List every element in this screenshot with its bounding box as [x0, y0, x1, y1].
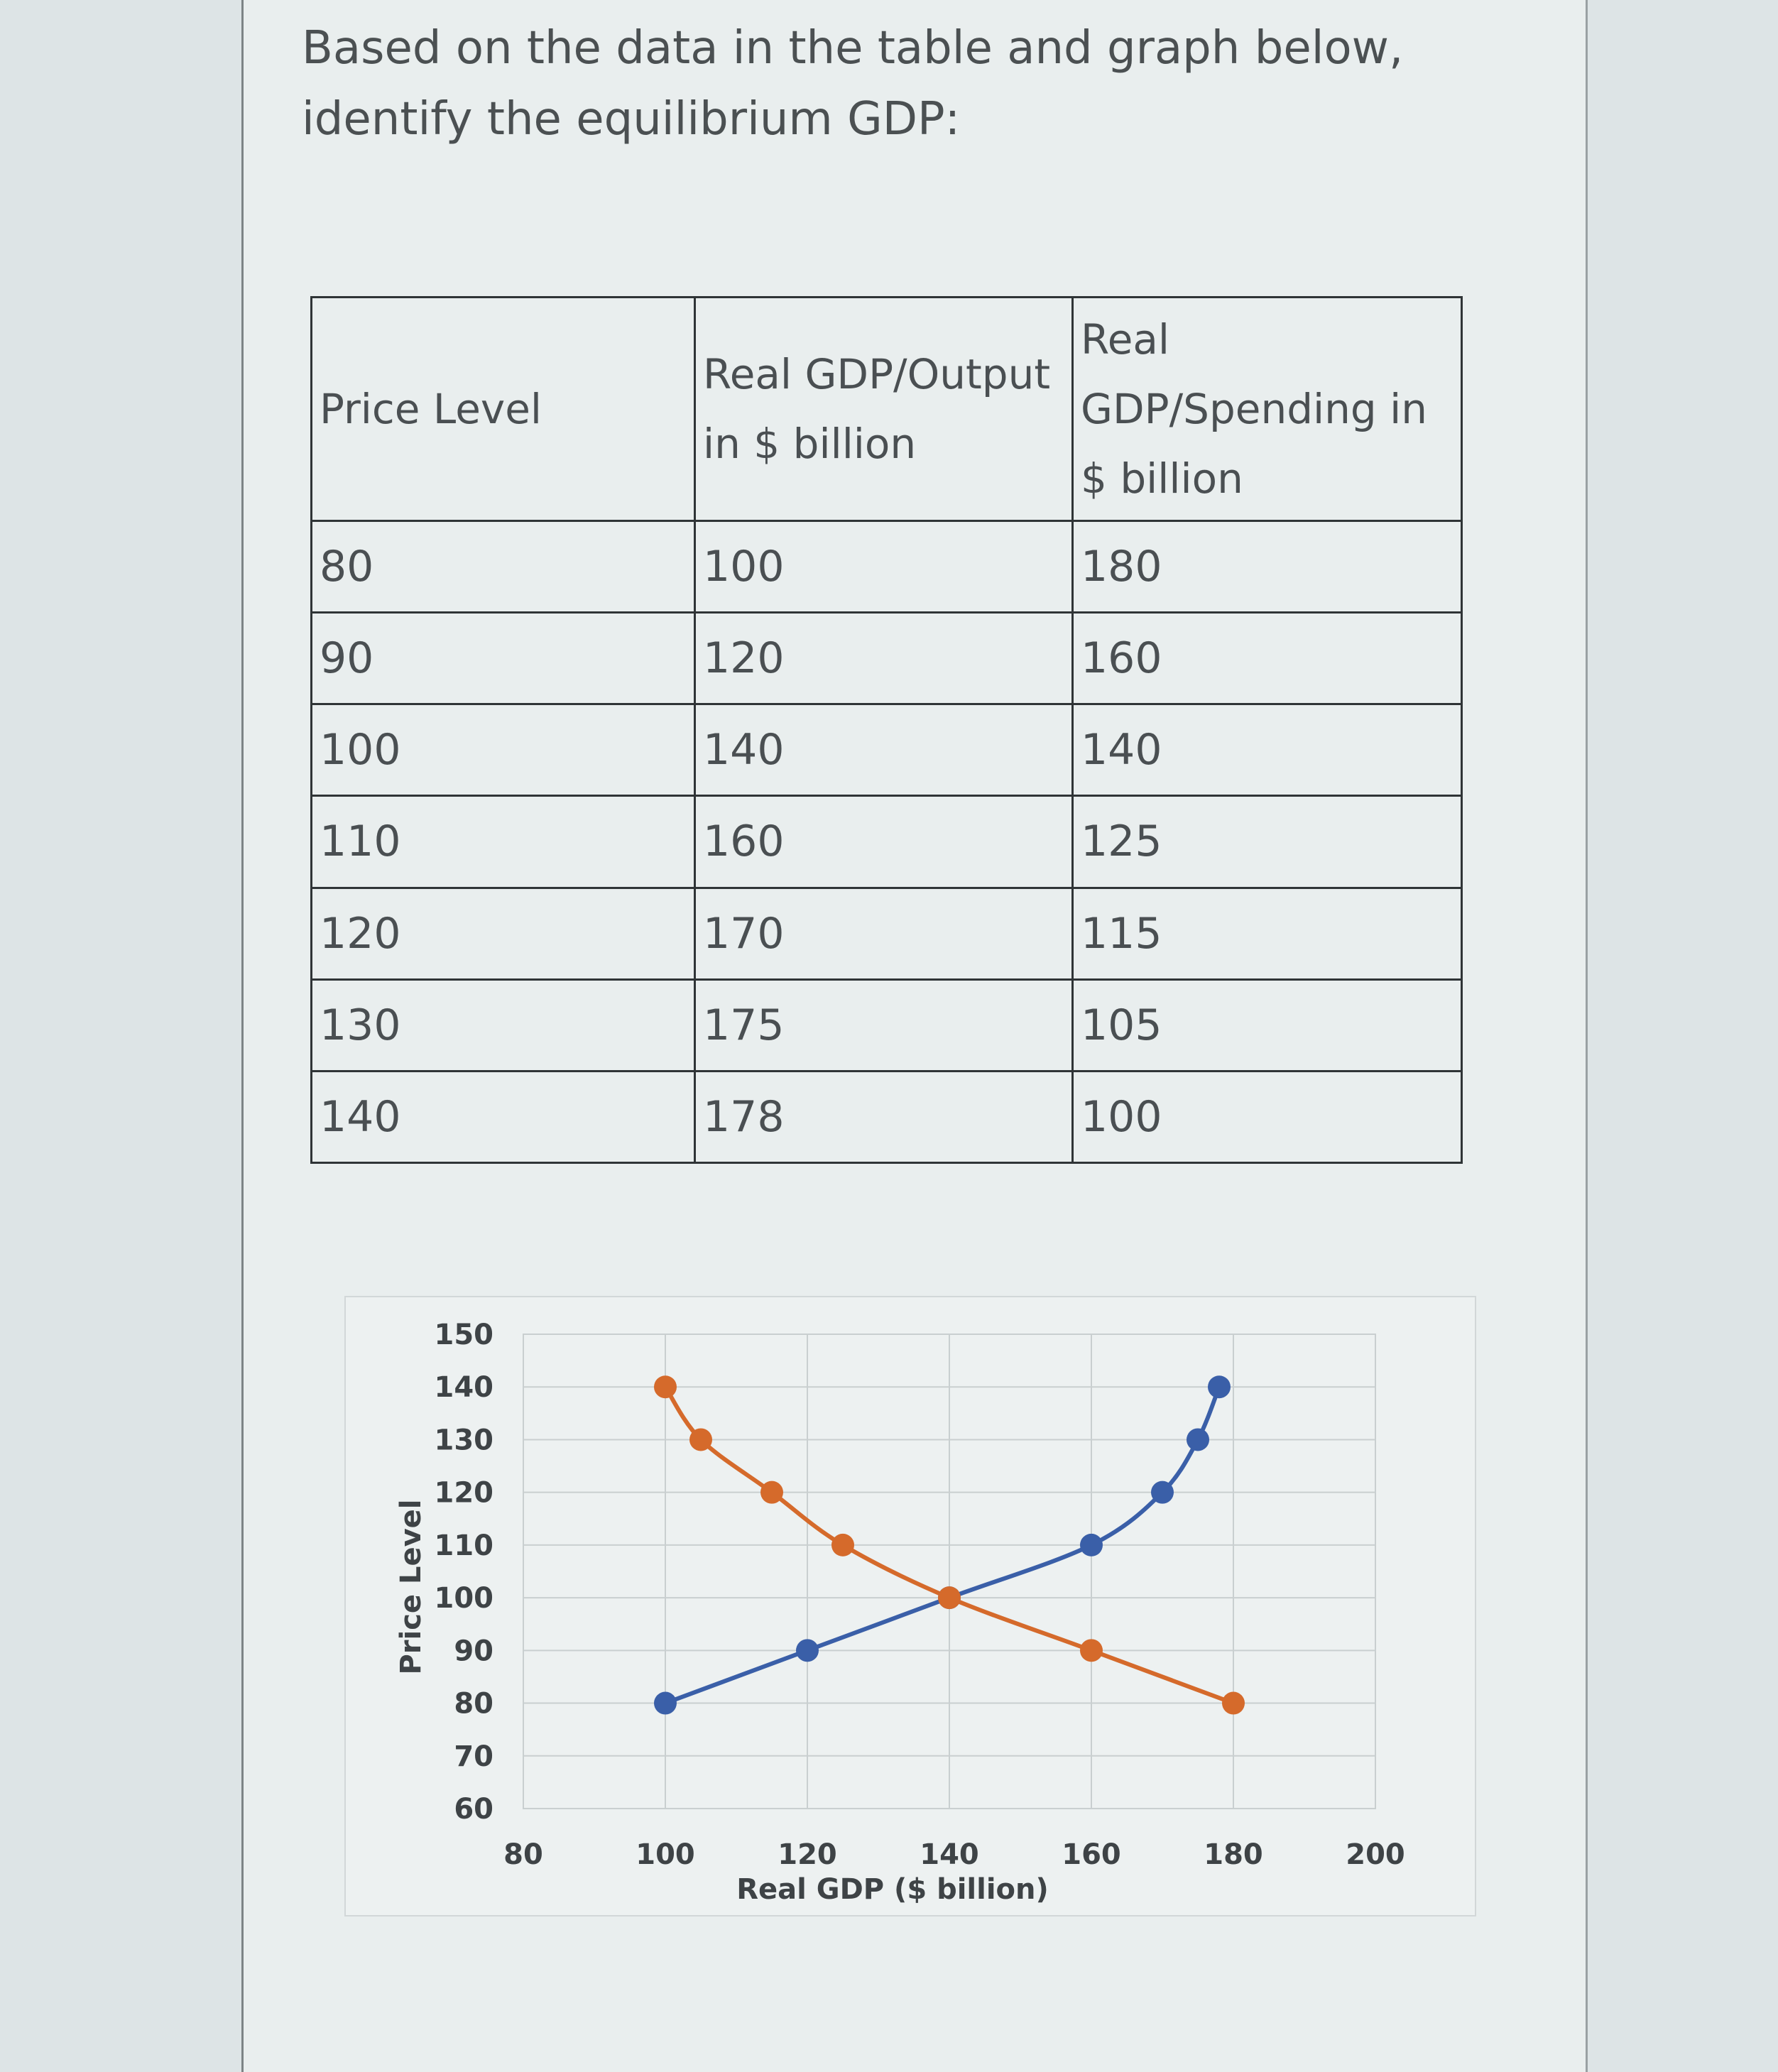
- cell-spending: 140: [1071, 703, 1463, 797]
- grid-lines: [523, 1334, 1376, 1809]
- y-tick-label: 60: [454, 1793, 493, 1826]
- y-axis-title: Price Level: [395, 1499, 427, 1674]
- y-tick-labels: 60 70 80 90 100 110 120 130 140 150: [435, 1319, 494, 1826]
- cell-output: 170: [694, 886, 1074, 981]
- y-tick-label: 120: [435, 1477, 494, 1510]
- cell-price-level: 100: [310, 703, 696, 797]
- line-chart: 60 70 80 90 100 110 120 130 140 150 80 100 120 140 16…: [395, 1319, 1405, 1906]
- y-tick-label: 150: [435, 1319, 494, 1351]
- y-tick-label: 70: [454, 1740, 493, 1773]
- header-real-gdp-spending: Real GDP/Spending in $ billion: [1071, 296, 1463, 522]
- cell-price-level: 140: [310, 1069, 696, 1165]
- ad-point: [689, 1428, 712, 1451]
- table-row: 140 178 100: [310, 1069, 1463, 1165]
- cell-price-level: 90: [310, 611, 696, 706]
- table-header-row: Price Level Real GDP/Output in $ billion…: [310, 296, 1463, 522]
- cell-price-level: 110: [310, 795, 696, 889]
- cell-spending: 105: [1071, 978, 1463, 1072]
- cell-spending: 115: [1071, 886, 1463, 981]
- y-tick-label: 100: [435, 1582, 494, 1615]
- data-points: [654, 1375, 1245, 1715]
- series-lines: [663, 1385, 1235, 1706]
- y-tick-label: 80: [454, 1688, 493, 1721]
- as-point: [1151, 1481, 1174, 1504]
- x-tick-label: 80: [503, 1838, 543, 1871]
- ad-point: [760, 1481, 783, 1504]
- cell-output: 160: [694, 795, 1074, 889]
- as-point: [654, 1691, 677, 1715]
- header-real-gdp-output: Real GDP/Output in $ billion: [694, 296, 1074, 522]
- x-tick-label: 180: [1204, 1838, 1263, 1871]
- ad-point: [654, 1375, 677, 1399]
- x-tick-label: 100: [636, 1838, 695, 1871]
- cell-output: 100: [694, 519, 1074, 614]
- as-point: [796, 1639, 819, 1662]
- data-table: Price Level Real GDP/Output in $ billion…: [310, 296, 1463, 1165]
- table-row: 90 120 160: [310, 611, 1463, 706]
- y-tick-label: 90: [454, 1635, 493, 1667]
- cell-price-level: 80: [310, 519, 696, 614]
- cell-spending: 180: [1071, 519, 1463, 614]
- table-row: 100 140 140: [310, 703, 1463, 797]
- table-row: 80 100 180: [310, 519, 1463, 614]
- chart-area: 60 70 80 90 100 110 120 130 140 150 80 100 120 140 16…: [344, 1296, 1476, 1916]
- cell-output: 120: [694, 611, 1074, 706]
- ad-point: [831, 1533, 854, 1556]
- table-row: 110 160 125: [310, 795, 1463, 889]
- x-tick-label: 160: [1062, 1838, 1121, 1871]
- cell-spending: 160: [1071, 611, 1463, 706]
- table-row: 130 175 105: [310, 978, 1463, 1072]
- x-tick-labels: 80 100 120 140 160 180 200: [503, 1838, 1405, 1871]
- x-axis-title: Real GDP ($ billion): [736, 1873, 1049, 1906]
- cell-output: 178: [694, 1069, 1074, 1165]
- cell-spending: 100: [1071, 1069, 1463, 1165]
- ad-point: [938, 1586, 961, 1610]
- x-tick-label: 140: [920, 1838, 979, 1871]
- ad-point: [1080, 1639, 1103, 1662]
- ad-point: [1222, 1691, 1245, 1715]
- cell-price-level: 130: [310, 978, 696, 1072]
- y-tick-label: 110: [435, 1530, 494, 1562]
- x-tick-label: 200: [1346, 1838, 1405, 1871]
- as-point: [1080, 1533, 1103, 1556]
- cell-spending: 125: [1071, 795, 1463, 889]
- ad-line: [663, 1385, 1235, 1706]
- cell-output: 175: [694, 978, 1074, 1072]
- table-row: 120 170 115: [310, 886, 1463, 981]
- cell-price-level: 120: [310, 886, 696, 981]
- as-point: [1208, 1375, 1231, 1399]
- header-price-level: Price Level: [310, 296, 696, 522]
- x-tick-label: 120: [778, 1838, 837, 1871]
- as-point: [1187, 1428, 1209, 1451]
- as-line: [664, 1386, 1221, 1706]
- question-text: Based on the data in the table and graph…: [302, 22, 1404, 146]
- y-tick-label: 130: [435, 1424, 494, 1456]
- cell-output: 140: [694, 703, 1074, 797]
- y-tick-label: 140: [435, 1371, 494, 1404]
